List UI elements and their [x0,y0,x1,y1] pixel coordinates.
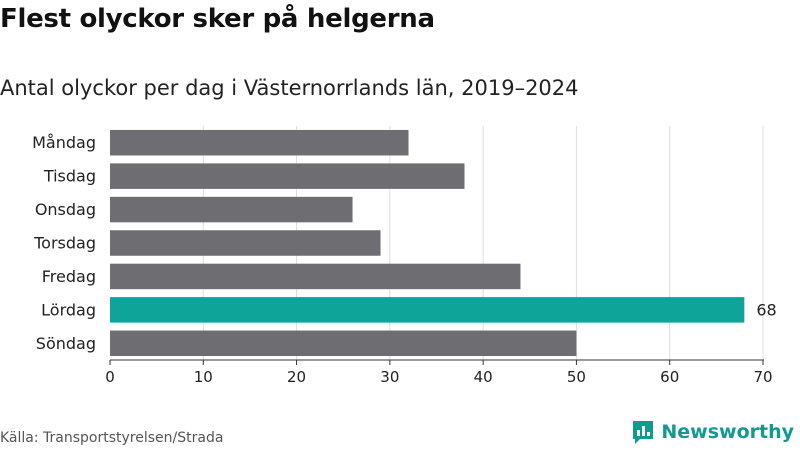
bar-söndag [110,330,577,357]
x-tick-label: 30 [380,368,399,386]
logo-text: Newsworthy [661,421,794,443]
category-label: Söndag [36,334,96,353]
x-tick-label: 20 [287,368,306,386]
newsworthy-chart-icon [633,421,654,444]
bar-tisdag [110,163,465,189]
category-label: Onsdag [35,200,96,219]
bar-måndag [110,129,409,156]
x-tick-label: 40 [474,368,493,386]
chart-subtitle: Antal olyckor per dag i Västernorrlands … [0,76,579,100]
bar-fredag [110,263,521,290]
x-tick-label: 60 [660,368,679,386]
x-tick-label: 10 [194,368,213,386]
data-label: 68 [756,300,776,319]
category-label: Tisdag [43,167,96,186]
bar-onsdag [110,196,353,223]
newsworthy-logo: Newsworthy [631,419,794,445]
x-tick-label: 50 [567,368,586,386]
bar-torsdag [110,230,381,256]
bar-chart: 0 10 20 30 40 50 60 70 Måndag Tisdag Onsdag Torsdag… [32,126,777,386]
category-label: Torsdag [33,234,96,253]
source-note: Källa: Transportstyrelsen/Strada [0,430,224,446]
x-tick-label: 70 [753,368,772,386]
category-label: Lördag [41,300,96,319]
x-tick-label: 0 [105,368,115,386]
chart-title: Flest olyckor sker på helgerna [0,4,435,34]
bar-lördag [110,297,745,323]
category-label: Fredag [42,267,96,286]
category-label: Måndag [32,133,96,152]
